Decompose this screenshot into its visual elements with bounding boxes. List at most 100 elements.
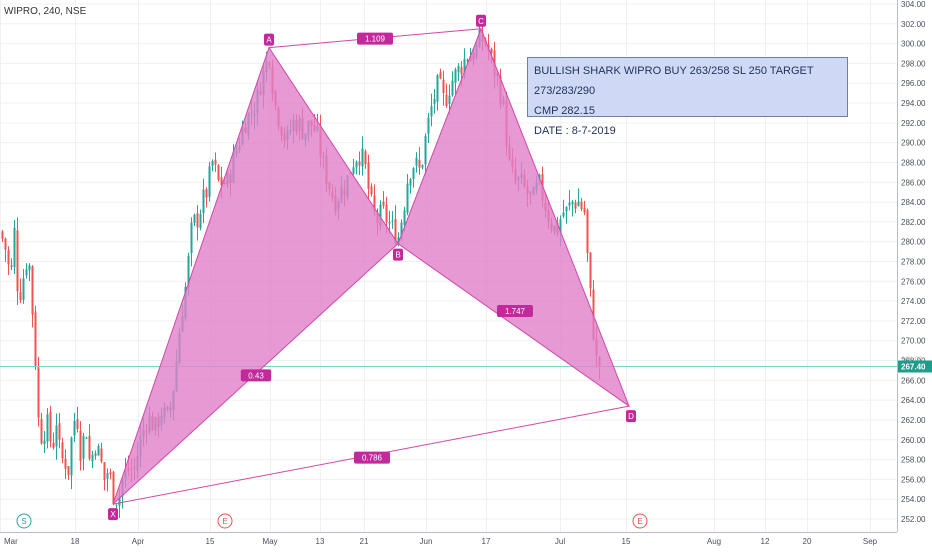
candle-body (13, 227, 16, 268)
y-tick-label: 256.00 (901, 475, 926, 484)
time-axis: Mar 18 Apr 15 May 13 21 Jun 17 Jul 15 Aug 12 20 Sep (0, 532, 897, 546)
note-box[interactable]: BULLISH SHARK WIPRO BUY 263/258 SL 250 T… (527, 57, 848, 137)
candle-body (217, 165, 220, 180)
ratio-label: 0.786 (362, 454, 383, 463)
candle-body (568, 202, 571, 206)
y-tick-label: 290.00 (901, 139, 926, 148)
candle-body (97, 446, 100, 456)
pattern-point-label: B (395, 251, 400, 260)
pattern-point-bg (476, 14, 486, 27)
candle-body (409, 179, 412, 186)
candle-body (100, 448, 103, 462)
candle-body (88, 435, 91, 459)
x-tick-label: 13 (316, 537, 325, 546)
y-tick-label: 252.00 (901, 515, 926, 524)
candle-body (391, 220, 394, 222)
candle-body (421, 165, 424, 168)
x-tick-label: 18 (71, 537, 80, 546)
y-tick-label: 264.00 (901, 396, 926, 405)
candle-body (403, 210, 406, 225)
pattern-point-bg (108, 508, 118, 521)
candle-body (388, 222, 391, 224)
candle-body (415, 157, 418, 166)
y-tick-label: 270.00 (901, 337, 926, 346)
candle-body (94, 453, 97, 456)
harmonic-pattern: 1.109 0.43 1.747 0.786 X A B C D (0, 14, 897, 521)
earnings-event-marker[interactable] (632, 513, 648, 529)
candle-body (583, 208, 586, 213)
y-tick-label: 286.00 (901, 178, 926, 187)
x-tick-label: 20 (803, 537, 812, 546)
ratio-label-bg (354, 451, 390, 464)
pattern-point-bg (393, 248, 403, 261)
y-tick-label: 296.00 (901, 79, 926, 88)
candle-body (76, 419, 79, 429)
candle-body (112, 471, 115, 505)
candle-body (64, 458, 67, 469)
y-tick-label: 260.00 (901, 436, 926, 445)
x-tick-label: 12 (761, 537, 770, 546)
candle-body (352, 167, 355, 174)
y-tick-label: 284.00 (901, 198, 926, 207)
x-tick-label: Aug (707, 537, 721, 546)
earnings-event-marker[interactable] (217, 513, 233, 529)
y-tick-label: 274.00 (901, 297, 926, 306)
price-axis-bg (897, 0, 932, 550)
candle-body (109, 472, 112, 475)
candle-body (427, 117, 430, 134)
candle-body (448, 95, 451, 104)
candle-body (58, 423, 61, 440)
last-price-value: 267.40 (901, 362, 926, 371)
y-tick-label: 280.00 (901, 238, 926, 247)
x-tick-label: Mar (4, 537, 18, 546)
ratio-label-bg (240, 369, 272, 382)
candle-body (358, 161, 361, 166)
pattern-point-label: D (628, 412, 634, 421)
candle-body (589, 252, 592, 289)
pattern-point-label: A (266, 36, 272, 45)
candle-body (205, 189, 208, 198)
candle-body (370, 186, 373, 195)
split-event-marker[interactable] (16, 513, 32, 529)
candle-body (19, 291, 22, 301)
candle-body (10, 265, 13, 267)
x-tick-label: Jul (555, 537, 565, 546)
candle-body (577, 201, 580, 207)
ratio-label: 1.747 (505, 307, 526, 316)
candle-body (379, 204, 382, 226)
candle-body (220, 177, 223, 186)
candle-body (85, 437, 88, 439)
candle-body (25, 269, 28, 276)
y-tick-label: 258.00 (901, 456, 926, 465)
x-tick-label: May (262, 537, 277, 546)
candle-body (433, 98, 436, 104)
ratio-label-bg (357, 32, 393, 45)
candle-body (439, 72, 442, 79)
pattern-triangle-bcd (397, 27, 631, 408)
event-marker-label: E (222, 517, 227, 526)
candle-body (37, 367, 40, 418)
candle-body (49, 412, 52, 442)
candle-body (406, 183, 409, 213)
note-line-3: DATE : 8-7-2019 (534, 125, 616, 137)
y-tick-label: 292.00 (901, 119, 926, 128)
candle-body (382, 201, 385, 206)
note-line-2: CMP 282.15 (534, 105, 595, 117)
y-tick-label: 302.00 (901, 20, 926, 29)
candle-body (61, 442, 64, 459)
candle-body (214, 159, 217, 165)
candle-body (55, 425, 58, 447)
candle-body (118, 495, 121, 506)
candle-body (580, 201, 583, 210)
candle-body (355, 161, 358, 168)
candle-body (106, 473, 109, 479)
candle-body (1, 231, 4, 239)
candle-body (196, 213, 199, 228)
candle-body (442, 79, 445, 93)
candle-body (91, 454, 94, 462)
x-tick-label: 15 (622, 537, 631, 546)
candle-body (364, 151, 367, 165)
candle-body (394, 218, 397, 244)
